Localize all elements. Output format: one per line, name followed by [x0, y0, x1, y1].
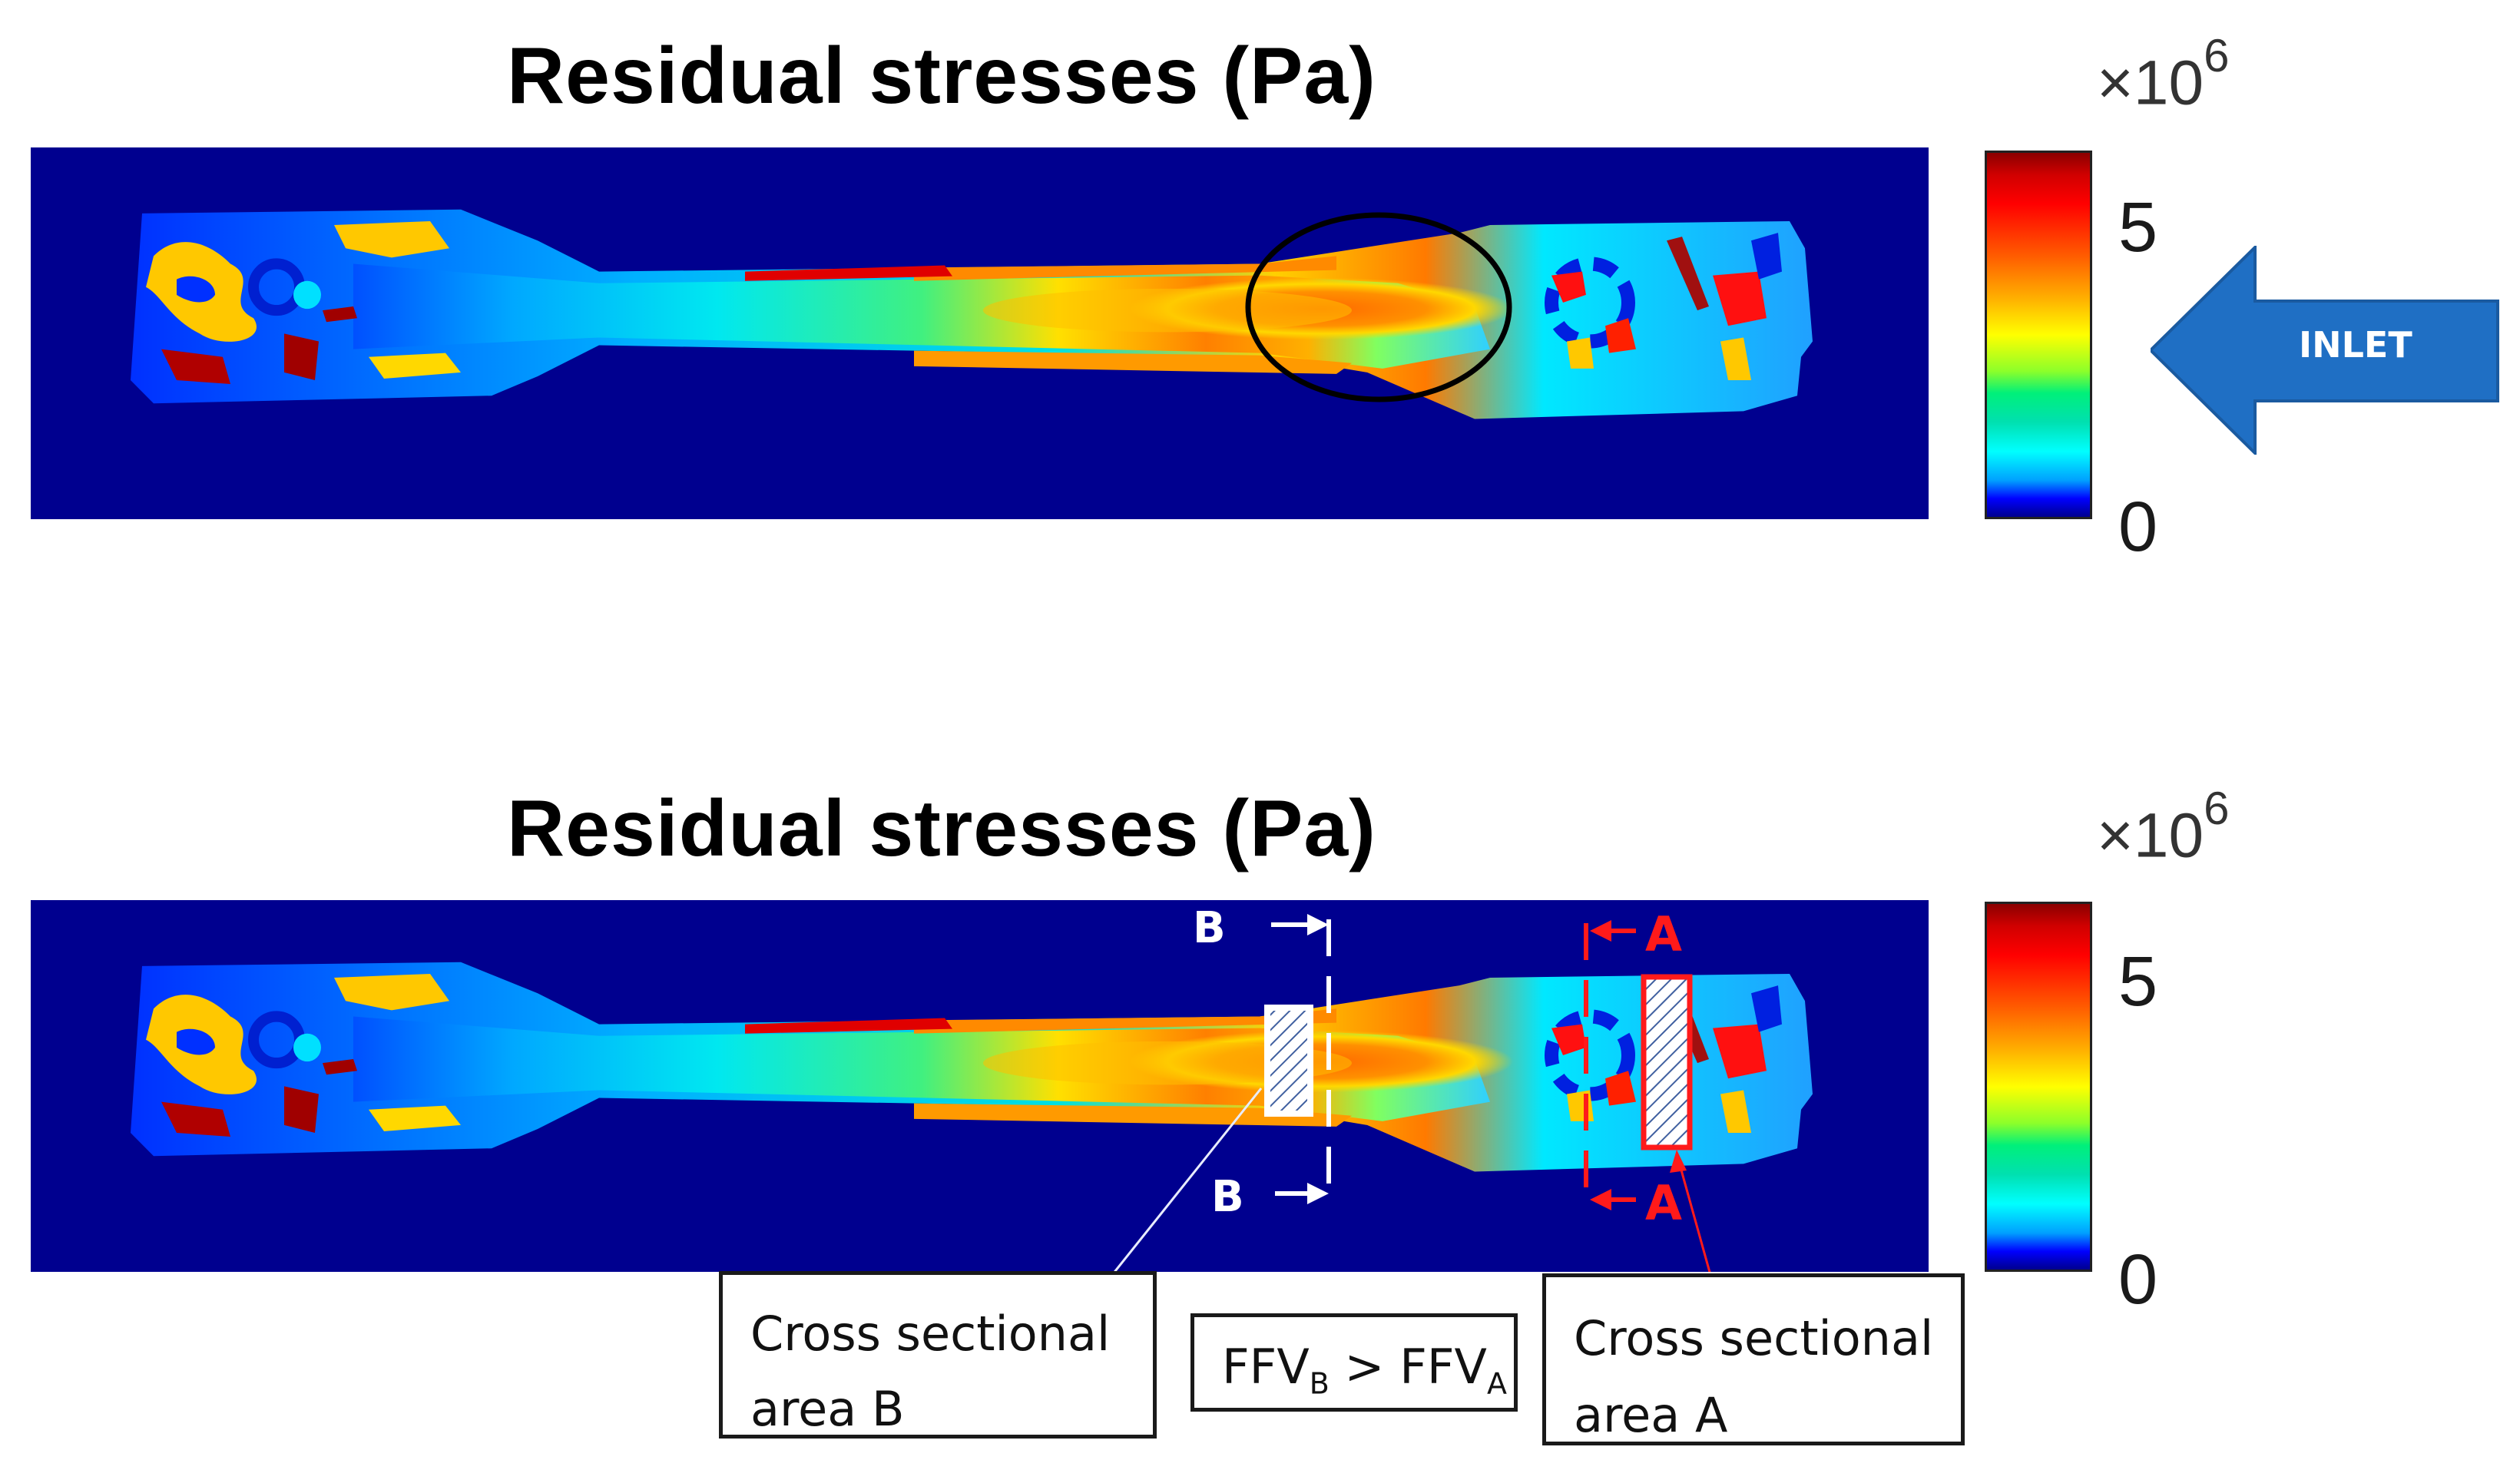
cross-section-a-hatch — [1641, 974, 1693, 1151]
section-b-bottom-label: B — [1211, 1172, 1244, 1222]
callout-a-line1: Cross sectional — [1574, 1310, 1934, 1366]
bottom-colorbar-tick-0: 0 — [2118, 1240, 2158, 1319]
callout-ffv-comparison: FFVB > FFVA — [1190, 1313, 1518, 1412]
top-colorbar-tick-5: 5 — [2118, 188, 2158, 267]
top-stress-heatmap — [31, 147, 1929, 519]
highlight-ellipse — [1245, 212, 1512, 402]
callout-b-line2: area B — [750, 1381, 905, 1437]
top-colorbar-exponent: ×106 — [2097, 30, 2230, 118]
section-a-bottom-label: A — [1645, 1175, 1682, 1231]
cross-section-b-hatch — [1264, 1005, 1313, 1117]
bottom-panel-title: Residual stresses (Pa) — [507, 784, 1376, 873]
callout-b-line1: Cross sectional — [750, 1306, 1111, 1362]
inlet-label: INLET — [2299, 324, 2412, 366]
callout-a-line2: area A — [1574, 1387, 1728, 1443]
top-panel-title: Residual stresses (Pa) — [507, 31, 1376, 121]
bottom-stress-heatmap: B B A A — [31, 900, 1929, 1272]
arrow-left-icon — [2148, 243, 2499, 457]
top-colorbar-tick-0: 0 — [2118, 488, 2158, 566]
callout-cross-section-b: Cross sectional area B — [719, 1271, 1157, 1439]
top-colorbar — [1985, 151, 2092, 519]
inlet-arrow: INLET — [2148, 243, 2504, 457]
section-b-top-label: B — [1193, 903, 1226, 953]
callout-cross-section-a: Cross sectional area A — [1542, 1273, 1965, 1445]
bottom-colorbar — [1985, 902, 2092, 1272]
bottom-colorbar-exponent: ×106 — [2097, 783, 2230, 871]
section-a-top-label: A — [1645, 906, 1682, 962]
bottom-colorbar-tick-5: 5 — [2118, 942, 2158, 1021]
